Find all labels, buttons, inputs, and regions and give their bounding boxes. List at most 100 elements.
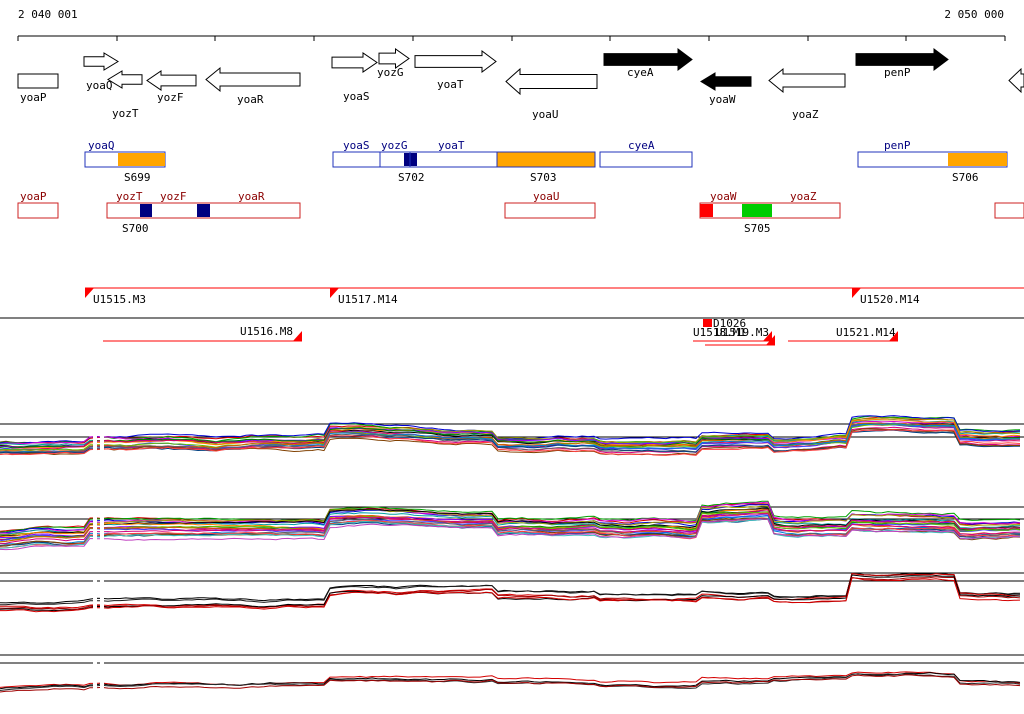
tu-label[interactable]: U1521.M14 <box>836 326 896 339</box>
segment-gene-label: yoaP <box>20 190 47 203</box>
expression-trace <box>0 513 1020 545</box>
ruler-end-label: 2 050 000 <box>944 8 1004 21</box>
tu-marker-box <box>703 319 712 327</box>
segment-gene-label: yozF <box>160 190 187 203</box>
tu-label[interactable]: U1516.M8 <box>240 325 293 338</box>
segment-id-label: S706 <box>952 171 979 184</box>
segment-id-label: S700 <box>122 222 149 235</box>
trace-gap <box>93 659 97 710</box>
tu-start-flag[interactable] <box>766 335 775 345</box>
segment-box[interactable] <box>994 202 1024 219</box>
tu-start-flag[interactable] <box>889 331 898 341</box>
segment-gene-label: cyeA <box>628 139 655 152</box>
segment-id-label: S702 <box>398 171 425 184</box>
expression-panel-1 <box>0 415 1024 465</box>
trace-gap <box>93 428 97 465</box>
segment-gene-label: yoaW <box>710 190 737 203</box>
gene-label: yozT <box>112 107 139 120</box>
segment-id-label: S699 <box>124 171 151 184</box>
expression-trace <box>0 511 1021 543</box>
expression-trace <box>0 415 1021 444</box>
expression-trace <box>0 518 1021 551</box>
gene-arrow-yoaQ[interactable] <box>83 52 119 71</box>
segment-id-label: S705 <box>744 222 771 235</box>
gene-label: yoaU <box>532 108 559 121</box>
gene-arrow-yozT[interactable] <box>107 70 143 89</box>
segment-gene-label: yoaT <box>438 139 465 152</box>
segment-block <box>948 153 1007 166</box>
expression-trace <box>0 576 1021 610</box>
trace-gap <box>100 428 104 465</box>
tu-start-flag[interactable] <box>852 288 861 298</box>
gene-arrow-yoaW[interactable] <box>700 72 752 91</box>
expression-trace <box>0 572 1020 606</box>
gene-label: cyeA <box>627 66 654 79</box>
tu-start-flag[interactable] <box>330 288 339 298</box>
trace-gap <box>100 659 104 710</box>
trace-gap <box>100 511 104 555</box>
segment-gene-label: yoaQ <box>88 139 115 152</box>
gene-arrow-cyeA[interactable] <box>603 48 693 71</box>
gene-label: penP <box>884 66 911 79</box>
tu-label[interactable]: U1515.M3 <box>93 293 146 306</box>
segment-gene-label: yoaU <box>533 190 560 203</box>
segment-gene-label: yozG <box>381 139 408 152</box>
expression-panel-4 <box>0 654 1024 710</box>
segment-block <box>700 204 713 217</box>
tu-label[interactable]: U1517.M14 <box>338 293 398 306</box>
gene-label: yoaW <box>709 93 736 106</box>
gene-arrow-yoaS[interactable] <box>331 52 378 73</box>
gene-arrow-yozF[interactable] <box>146 70 197 91</box>
tu-label[interactable]: U1519.M3 <box>716 326 769 339</box>
tu-label[interactable]: U1520.M14 <box>860 293 920 306</box>
transcription-unit-track: U1515.M3 U1517.M14 U1520.M14 U1516.M8 U1518.… <box>0 287 1024 346</box>
segment-box[interactable] <box>496 151 596 168</box>
expression-trace <box>0 507 1021 537</box>
gene-arrow-yoaT[interactable] <box>414 50 497 73</box>
gene-arrow-yoaZ[interactable] <box>768 67 846 94</box>
segment-gene-label: penP <box>884 139 911 152</box>
gene-label: yozG <box>377 66 404 79</box>
expression-trace <box>0 423 1021 449</box>
gene-label: yoaR <box>237 93 264 106</box>
expression-trace <box>0 429 1021 456</box>
expression-trace <box>0 574 1021 612</box>
tu-start-flag[interactable] <box>85 288 94 298</box>
gene-arrow-penP[interactable] <box>855 48 949 71</box>
gene-arrow-yoaU[interactable] <box>505 67 598 96</box>
segment-box[interactable] <box>504 202 596 219</box>
segment-block <box>118 153 165 166</box>
tu-label[interactable]: D1026 <box>713 317 746 330</box>
expression-trace <box>0 500 1021 533</box>
gene-arrow-yoaR[interactable] <box>205 66 301 93</box>
segment-gene-label: yoaS <box>343 139 370 152</box>
gene-arrow-yozG[interactable] <box>378 48 410 69</box>
trace-gap <box>93 577 97 627</box>
gene-track: yoaP yoaQ yozT yozF yoaR yoaS yozG yoaT yoaU cyeA… <box>17 48 1024 121</box>
gene-label: yoaS <box>343 90 370 103</box>
gene-label: yozF <box>157 91 184 104</box>
ruler-start-label: 2 040 001 <box>18 8 78 21</box>
expression-trace <box>0 518 1021 549</box>
segment-box[interactable] <box>17 202 59 219</box>
gene-arrow-partial[interactable] <box>1008 67 1024 94</box>
expression-trace <box>0 671 1021 688</box>
expression-trace <box>0 577 1021 613</box>
expression-trace <box>0 674 1021 693</box>
tu-start-flag[interactable] <box>763 331 772 341</box>
trace-gap <box>100 577 104 627</box>
segment-block <box>140 204 152 217</box>
expression-trace <box>0 505 1020 536</box>
segment-box[interactable] <box>599 151 693 168</box>
segment-block <box>197 204 210 217</box>
segment-gene-label: yozT <box>116 190 143 203</box>
tu-start-flag[interactable] <box>293 331 302 341</box>
expression-panel-3 <box>0 572 1024 627</box>
expression-panel-2 <box>0 500 1024 555</box>
segment-gene-label: yoaR <box>238 190 265 203</box>
gene-box-yoaP[interactable] <box>17 73 59 89</box>
tu-label[interactable]: U1518.M1 <box>693 326 746 339</box>
gene-label: yoaT <box>437 78 464 91</box>
